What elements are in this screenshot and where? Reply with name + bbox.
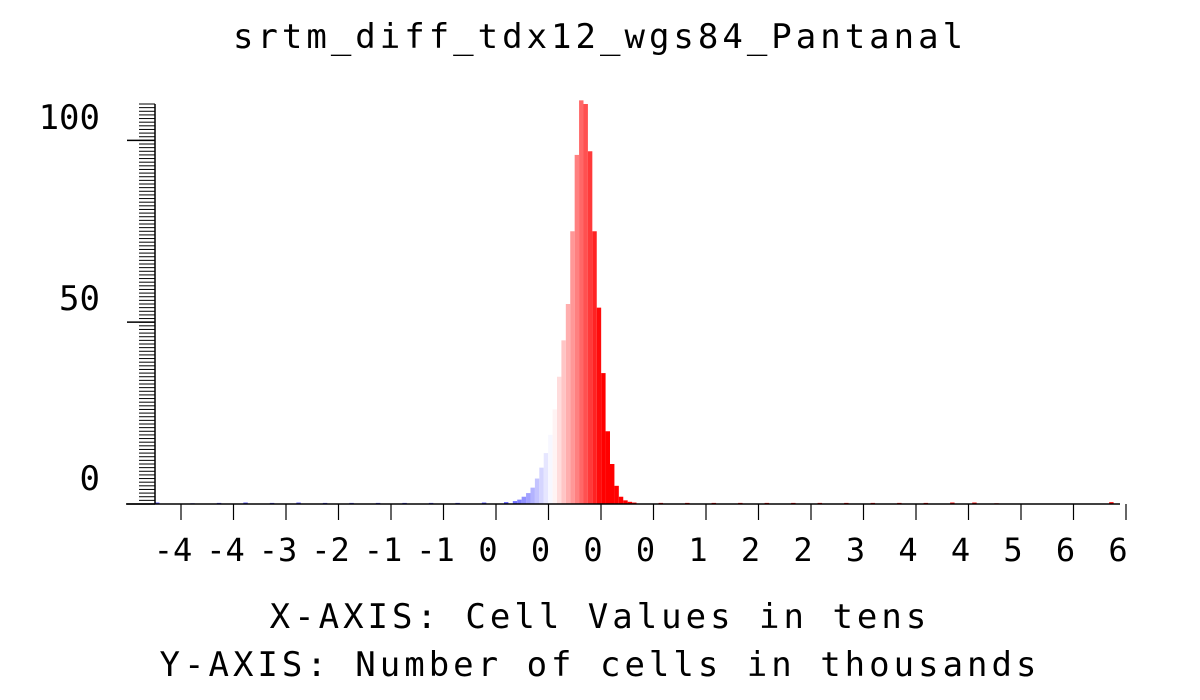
x-tick-label: 2 [793,531,812,569]
histogram-bar [1109,502,1114,504]
histogram-bar [587,151,593,504]
x-tick-label: -4 [206,531,245,569]
histogram-bar [618,496,624,504]
x-tick-label: 0 [478,531,497,569]
histogram-bar [570,231,575,504]
y-tick-label: 100 [39,98,100,138]
y-tick-label: 0 [80,459,100,499]
chart-title: srtm_diff_tdx12_wgs84_Pantanal [233,17,967,57]
histogram-bar [596,307,602,504]
x-axis: -4 -4 -3 -2 -1 -1 0 0 0 0 1 2 2 3 4 4 5 6 6 [126,503,1128,569]
x-tick-label: 0 [636,531,655,569]
x-tick-label: 4 [898,531,917,569]
histogram-bar [561,340,566,504]
histogram-bar [539,467,544,504]
histogram-bar [512,501,518,504]
y-axis-label: Y-AXIS: Number of cells in thousands [160,645,1041,685]
histogram-bar [543,453,549,504]
y-axis: 100 50 0 [39,98,156,505]
histogram-bar [574,154,580,504]
x-tick-label: -1 [364,531,403,569]
histogram-bar [623,500,628,504]
histogram-bar [517,499,522,504]
x-tick-label: 2 [741,531,760,569]
histogram-bar [556,376,562,504]
y-tick-label: 50 [59,279,100,319]
histogram-bar [579,100,584,505]
x-tick-label: 4 [951,531,970,569]
histogram-bar [503,502,509,504]
histogram-bar [610,464,615,504]
histogram-bar [583,104,588,504]
x-tick-label: -3 [259,531,298,569]
x-axis-label: X-AXIS: Cell Values in tens [270,597,931,637]
histogram-bar [552,409,557,504]
histogram-bar [627,501,633,504]
x-tick-label: -1 [416,531,455,569]
x-tick-label: 3 [846,531,865,569]
histogram-bar [530,487,535,504]
x-tick-label: 1 [688,531,707,569]
x-tick-label: 6 [1108,531,1127,569]
x-tick-label: -4 [154,531,193,569]
x-tick-label: 0 [583,531,602,569]
histogram-bar [526,493,531,504]
bars-group [155,100,1114,505]
histogram-bar [605,431,610,504]
x-tick-label: 6 [1056,531,1075,569]
histogram-bar [521,496,527,504]
x-tick-label: 0 [531,531,550,569]
histogram-bar [592,231,597,504]
x-tick-label: 5 [1003,531,1022,569]
histogram-bar [601,373,606,504]
histogram-bar [548,434,553,504]
histogram-bar [614,485,619,504]
histogram-bar [565,304,571,504]
x-tick-label: -2 [311,531,350,569]
histogram-bar [534,478,540,504]
